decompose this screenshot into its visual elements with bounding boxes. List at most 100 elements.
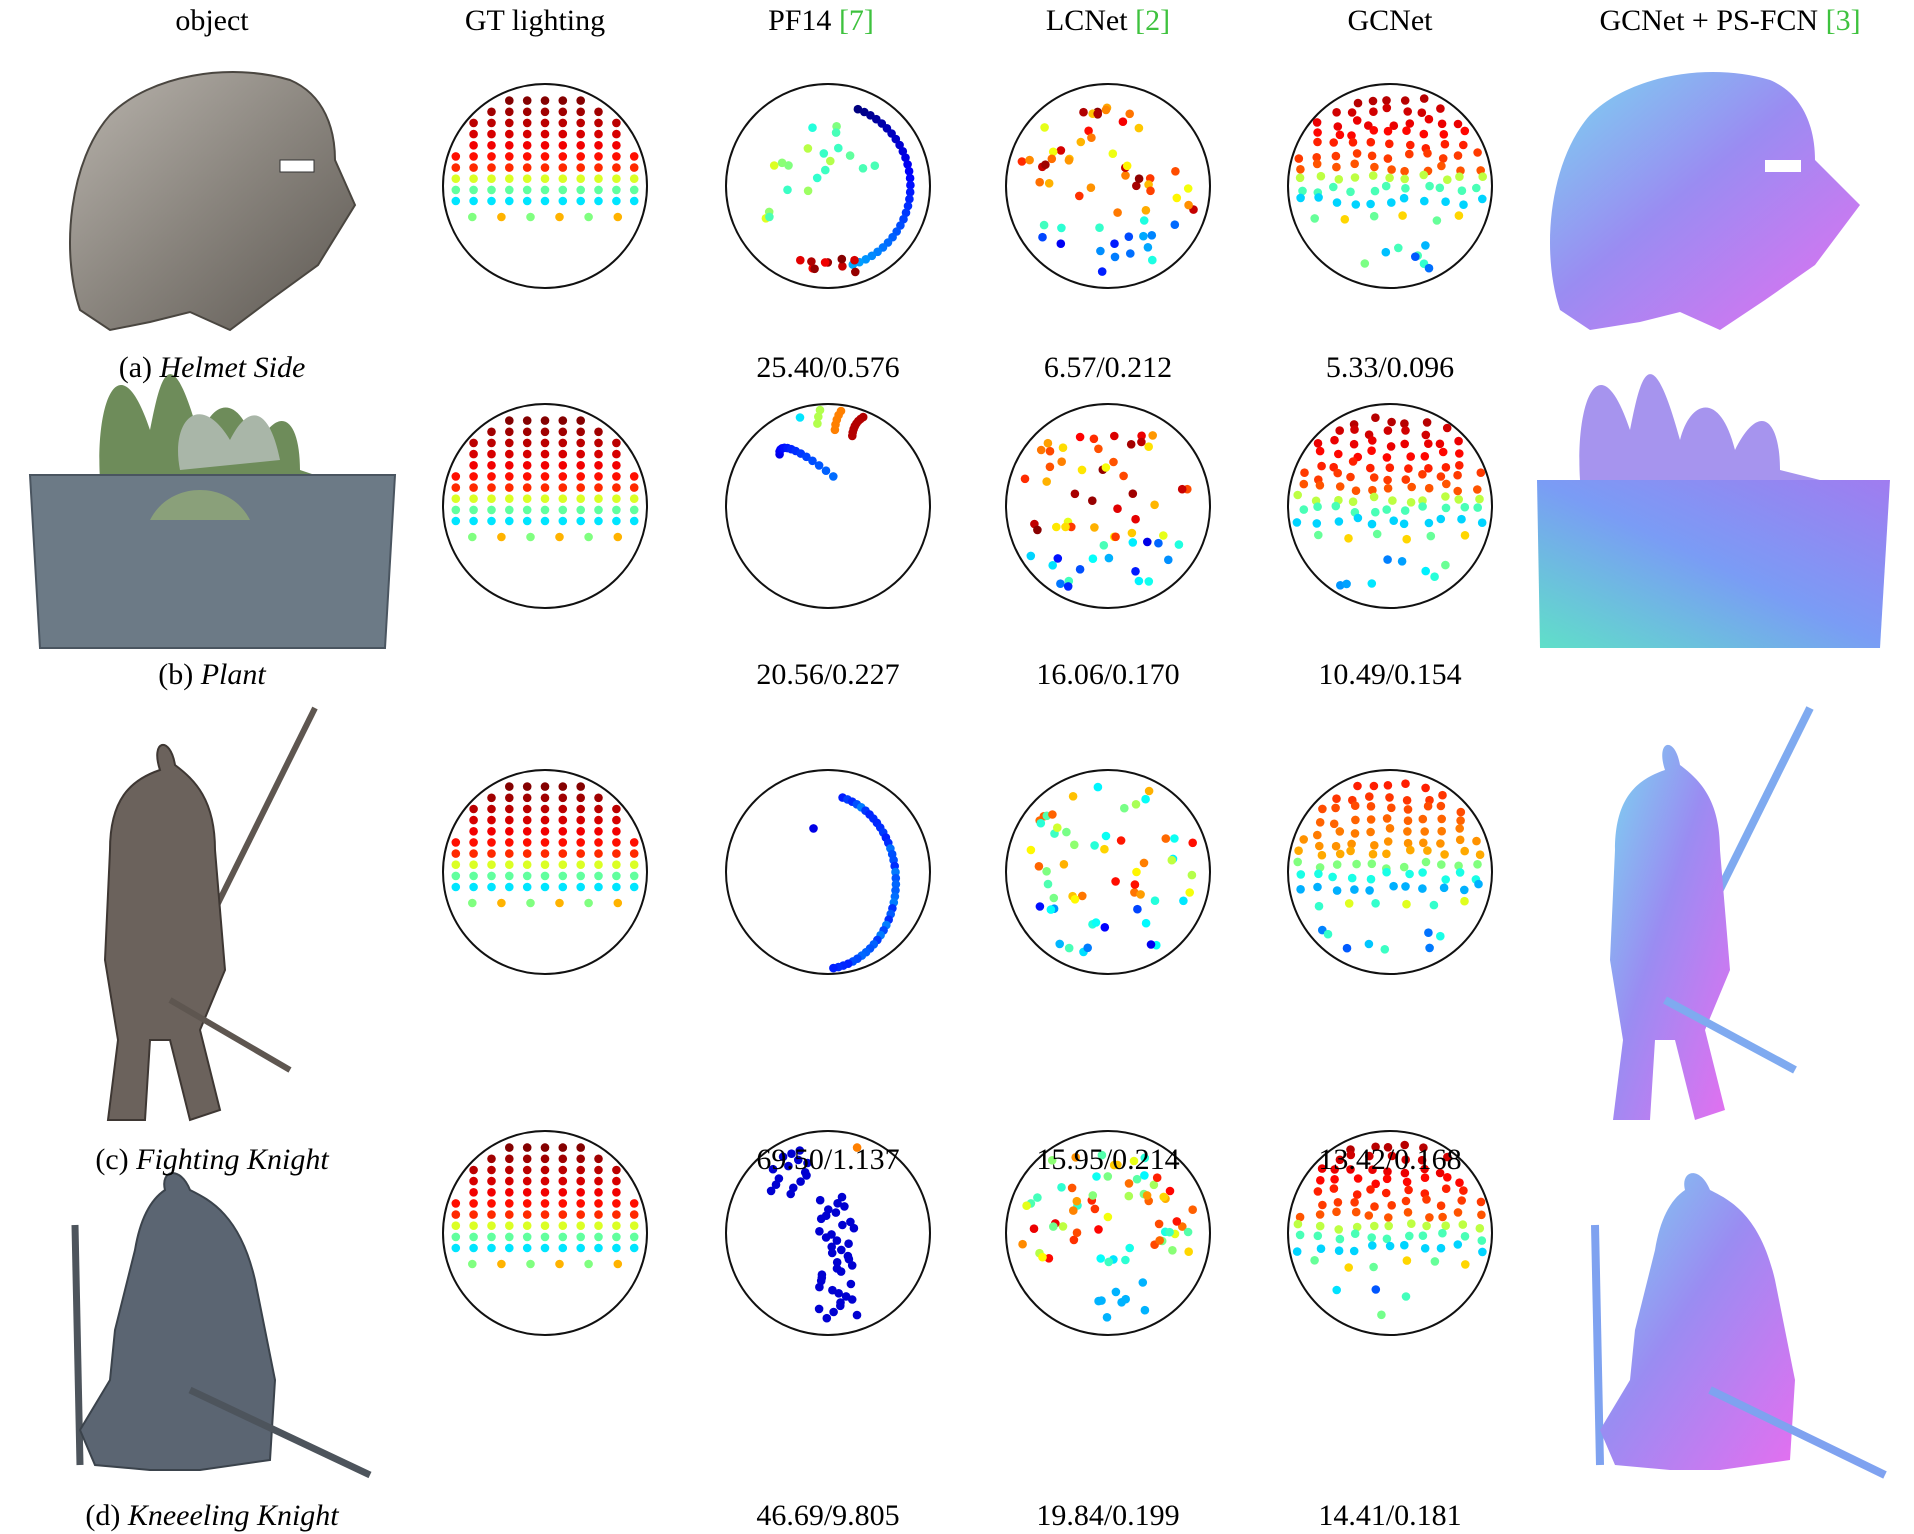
light-dot (1441, 1221, 1450, 1230)
light-dot (522, 185, 532, 195)
light-dot (1418, 470, 1427, 479)
light-dot (612, 472, 621, 481)
light-dot (1330, 435, 1339, 445)
light-dot (1344, 899, 1354, 908)
light-dot (487, 516, 496, 526)
light-dot (1335, 827, 1345, 836)
light-dot (522, 815, 532, 825)
light-dot (1084, 126, 1093, 136)
light-dot (1422, 1221, 1431, 1231)
light-dot (1134, 174, 1144, 183)
light-dot (1029, 1224, 1039, 1233)
light-dot (451, 1210, 461, 1219)
light-dot (1455, 172, 1464, 181)
light-dot (1424, 928, 1433, 937)
light-dot (1367, 151, 1377, 161)
light-dot (1400, 1168, 1410, 1178)
light-dot (522, 827, 532, 836)
light-dot (1478, 172, 1487, 181)
light-dot (1477, 1236, 1487, 1245)
light-dot (1043, 438, 1053, 448)
light-dot (1421, 857, 1431, 867)
light-dot (1403, 827, 1412, 836)
light-dot (1333, 1198, 1343, 1207)
light-dot (558, 96, 568, 105)
light-dot (1437, 826, 1446, 836)
light-dot (1436, 1243, 1446, 1253)
light-dot (1403, 107, 1412, 116)
light-dot (487, 860, 496, 869)
light-dot (612, 860, 621, 869)
light-dot (1165, 1186, 1175, 1196)
light-dot (451, 494, 461, 504)
light-dot (522, 141, 532, 150)
light-dot (540, 185, 550, 195)
light-dot (1133, 904, 1142, 914)
light-dot (847, 1261, 857, 1270)
light-dot (1350, 829, 1360, 838)
light-dot (594, 882, 603, 892)
light-dot (1111, 1287, 1121, 1297)
plot-circle (1005, 1130, 1211, 1336)
header-pf14: PF14 [7] (768, 4, 874, 37)
gt-lighting-plot (442, 403, 648, 609)
light-dot (1094, 1296, 1103, 1306)
light-dot (822, 1313, 832, 1323)
light-dot (905, 187, 915, 197)
light-dot (522, 163, 532, 172)
light-dot (505, 472, 514, 481)
light-dot (613, 1259, 623, 1269)
light-dot (540, 1243, 550, 1253)
row-c-object-image (103, 706, 318, 1122)
light-dot (558, 516, 568, 526)
row-label: (d) Kneeeling Knight (85, 1499, 339, 1532)
light-dot (1102, 1313, 1112, 1322)
light-dot (576, 472, 585, 481)
light-dot (1332, 108, 1341, 117)
light-dot (1353, 513, 1363, 523)
light-dot (1442, 423, 1452, 433)
light-dot (629, 185, 639, 195)
light-dot (1079, 107, 1088, 117)
light-dot (1313, 830, 1322, 840)
light-dot (1057, 1183, 1066, 1192)
light-dot (1155, 1236, 1164, 1245)
light-dot (576, 1188, 585, 1197)
light-dot (1441, 197, 1450, 206)
light-dot (831, 128, 841, 137)
light-dot (1406, 452, 1415, 461)
light-dot (1367, 1233, 1376, 1242)
light-dot (469, 461, 478, 470)
light-dot (505, 871, 514, 881)
light-dot (1383, 154, 1393, 163)
light-dot (1460, 1232, 1470, 1241)
light-dot (829, 472, 838, 481)
light-dot (821, 165, 830, 175)
light-dot (1292, 518, 1302, 527)
light-dot (522, 1143, 532, 1152)
light-dot (540, 804, 550, 814)
light-dot (1144, 786, 1154, 796)
light-dot (833, 1199, 842, 1208)
light-dot (1017, 157, 1027, 166)
light-dot (540, 472, 550, 481)
light-dot (451, 871, 461, 881)
light-dot (469, 494, 478, 504)
light-dot (1406, 845, 1415, 855)
light-dot (629, 483, 639, 492)
light-dot (1100, 923, 1110, 932)
light-dot (558, 838, 568, 847)
light-dot (1088, 1191, 1098, 1200)
light-dot (1331, 151, 1341, 161)
light-dot (540, 1143, 550, 1152)
light-dot (1026, 845, 1036, 855)
light-dot (1455, 461, 1464, 470)
light-dot (468, 898, 477, 908)
light-dot (1103, 1212, 1113, 1222)
light-dot (1477, 518, 1487, 527)
light-dot (487, 483, 496, 492)
metric-value: 10.49/0.154 (1318, 658, 1461, 691)
light-dot (829, 1307, 838, 1317)
light-dot (858, 412, 868, 422)
light-dot (594, 793, 603, 803)
